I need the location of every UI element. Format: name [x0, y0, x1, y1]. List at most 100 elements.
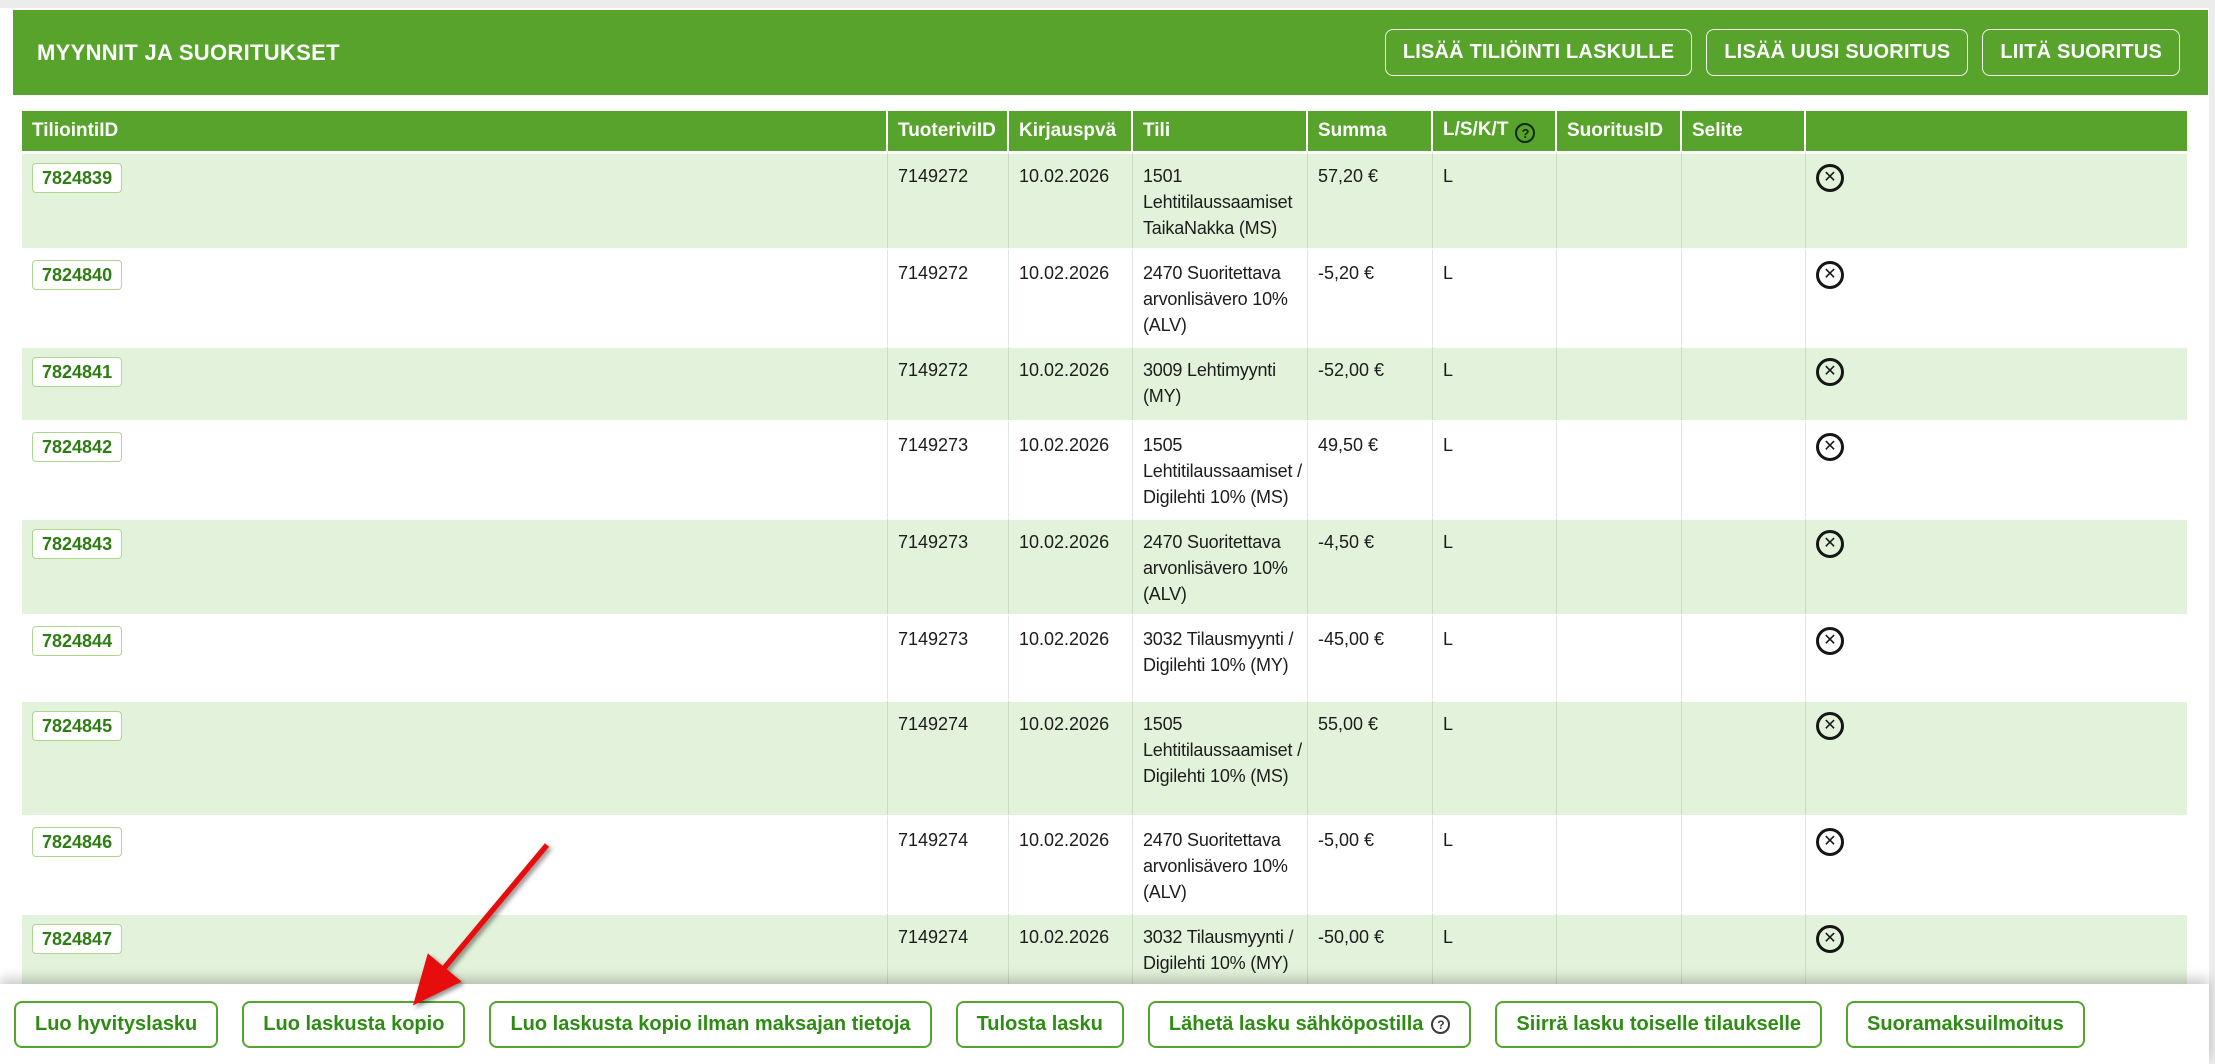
col-header-lskt: L/S/K/T?: [1433, 111, 1557, 151]
cell-tiliointi-id: 7824843: [22, 517, 888, 614]
tiliointi-id-link[interactable]: 7824845: [32, 711, 123, 741]
cell-lskt: L: [1433, 614, 1557, 699]
tiliointi-id-link[interactable]: 7824847: [32, 924, 123, 954]
cell-delete: ✕: [1806, 815, 2187, 912]
delete-row-icon[interactable]: ✕: [1816, 627, 1844, 655]
cell-tuoterivi-id: 7149273: [888, 517, 1009, 614]
tiliointi-id-link[interactable]: 7824844: [32, 626, 123, 656]
tiliointi-id-link[interactable]: 7824841: [32, 357, 123, 387]
cell-suoritus-id: [1557, 248, 1682, 345]
cell-tili: 1505 Lehtitilaussaamiset / Digilehti 10%…: [1133, 699, 1308, 815]
col-header-actions: [1806, 111, 2187, 151]
cell-lskt: L: [1433, 420, 1557, 517]
cell-summa: -45,00 €: [1308, 614, 1433, 699]
cell-lskt: L: [1433, 345, 1557, 420]
cell-delete: ✕: [1806, 420, 2187, 517]
tiliointi-id-link[interactable]: 7824839: [32, 163, 123, 193]
cell-kirjauspva: 10.02.2026: [1009, 815, 1133, 912]
col-header-tiliointi-id: TiliointiID: [22, 111, 888, 151]
cell-summa: -5,00 €: [1308, 815, 1433, 912]
cell-tiliointi-id: 7824844: [22, 614, 888, 699]
col-header-kirjauspva: Kirjauspvä: [1009, 111, 1133, 151]
cell-tili: 3032 Tilausmyynti / Digilehti 10% (MY): [1133, 614, 1308, 699]
cell-suoritus-id: [1557, 517, 1682, 614]
cell-kirjauspva: 10.02.2026: [1009, 345, 1133, 420]
header-button-group: LISÄÄ TILIÖINTI LASKULLE LISÄÄ UUSI SUOR…: [1384, 29, 2180, 76]
cell-summa: 49,50 €: [1308, 420, 1433, 517]
cell-delete: ✕: [1806, 345, 2187, 420]
cell-tiliointi-id: 7824845: [22, 699, 888, 815]
copy-invoice-button[interactable]: Luo laskusta kopio: [242, 1001, 466, 1048]
cell-summa: -4,50 €: [1308, 517, 1433, 614]
move-invoice-to-other-order-button[interactable]: Siirrä lasku toiselle tilaukselle: [1495, 1001, 1823, 1048]
cell-tiliointi-id: 7824839: [22, 151, 888, 248]
cell-lskt: L: [1433, 517, 1557, 614]
table-body: 7824839 7149272 10.02.2026 1501 Lehtitilaus…: [22, 151, 2187, 999]
footer-action-bar: Luo hyvityslasku Luo laskusta kopio Luo …: [0, 984, 2209, 1064]
cell-tuoterivi-id: 7149273: [888, 614, 1009, 699]
cell-tiliointi-id: 7824842: [22, 420, 888, 517]
cell-kirjauspva: 10.02.2026: [1009, 248, 1133, 345]
attach-payment-button[interactable]: LIITÄ SUORITUS: [1982, 29, 2180, 76]
direct-payment-notice-button[interactable]: Suoramaksuilmoitus: [1846, 1001, 2085, 1048]
cell-delete: ✕: [1806, 614, 2187, 699]
help-icon[interactable]: ?: [1515, 123, 1536, 144]
cell-tuoterivi-id: 7149273: [888, 420, 1009, 517]
cell-lskt: L: [1433, 151, 1557, 248]
cell-selite: [1682, 517, 1806, 614]
button-label: Luo laskusta kopio: [263, 1013, 445, 1035]
table-row: 7824846 7149274 10.02.2026 2470 Suoritettav…: [22, 815, 2187, 912]
print-invoice-button[interactable]: Tulosta lasku: [955, 1001, 1124, 1048]
col-header-summa: Summa: [1308, 111, 1433, 151]
table-row: 7824841 7149272 10.02.2026 3009 Lehtimyynti…: [22, 345, 2187, 420]
copy-invoice-without-payer-button[interactable]: Luo laskusta kopio ilman maksajan tietoj…: [489, 1001, 932, 1048]
cell-suoritus-id: [1557, 614, 1682, 699]
cell-tili: 1505 Lehtitilaussaamiset / Digilehti 10%…: [1133, 420, 1308, 517]
table-row: 7824840 7149272 10.02.2026 2470 Suoritettav…: [22, 248, 2187, 345]
page-right-edge: [2209, 8, 2215, 1064]
cell-tuoterivi-id: 7149274: [888, 699, 1009, 815]
accounting-entries-table: TiliointiID TuoteriviID Kirjauspvä Tili …: [22, 111, 2187, 999]
tiliointi-id-link[interactable]: 7824842: [32, 432, 123, 462]
delete-row-icon[interactable]: ✕: [1816, 433, 1844, 461]
cell-kirjauspva: 10.02.2026: [1009, 420, 1133, 517]
cell-delete: ✕: [1806, 699, 2187, 815]
add-posting-to-invoice-button[interactable]: LISÄÄ TILIÖINTI LASKULLE: [1384, 29, 1693, 76]
cell-tiliointi-id: 7824840: [22, 248, 888, 345]
delete-row-icon[interactable]: ✕: [1816, 164, 1844, 192]
cell-kirjauspva: 10.02.2026: [1009, 517, 1133, 614]
tiliointi-id-link[interactable]: 7824840: [32, 260, 123, 290]
col-header-suoritus-id: SuoritusID: [1557, 111, 1682, 151]
delete-row-icon[interactable]: ✕: [1816, 358, 1844, 386]
cell-suoritus-id: [1557, 420, 1682, 517]
col-header-lskt-label: L/S/K/T: [1443, 118, 1509, 140]
button-label: Tulosta lasku: [976, 1013, 1103, 1035]
add-new-payment-button[interactable]: LISÄÄ UUSI SUORITUS: [1706, 29, 1969, 76]
panel-header: MYYNNIT JA SUORITUKSET LISÄÄ TILIÖINTI L…: [13, 10, 2208, 95]
delete-row-icon[interactable]: ✕: [1816, 712, 1844, 740]
cell-selite: [1682, 815, 1806, 912]
cell-selite: [1682, 345, 1806, 420]
cell-summa: -52,00 €: [1308, 345, 1433, 420]
tiliointi-id-link[interactable]: 7824846: [32, 827, 123, 857]
table-row: 7824839 7149272 10.02.2026 1501 Lehtitilaus…: [22, 151, 2187, 248]
cell-tiliointi-id: 7824841: [22, 345, 888, 420]
cell-tili: 2470 Suoritettava arvonlisävero 10% (ALV…: [1133, 517, 1308, 614]
table-row: 7824844 7149273 10.02.2026 3032 Tilausmyynt…: [22, 614, 2187, 699]
table-row: 7824842 7149273 10.02.2026 1505 Lehtitilaus…: [22, 420, 2187, 517]
cell-tuoterivi-id: 7149272: [888, 248, 1009, 345]
create-credit-invoice-button[interactable]: Luo hyvityslasku: [14, 1001, 219, 1048]
send-invoice-email-button[interactable]: Lähetä lasku sähköpostilla?: [1147, 1001, 1472, 1048]
delete-row-icon[interactable]: ✕: [1816, 261, 1844, 289]
table-row: 7824843 7149273 10.02.2026 2470 Suoritettav…: [22, 517, 2187, 614]
cell-selite: [1682, 614, 1806, 699]
delete-row-icon[interactable]: ✕: [1816, 925, 1844, 953]
tiliointi-id-link[interactable]: 7824843: [32, 529, 123, 559]
delete-row-icon[interactable]: ✕: [1816, 530, 1844, 558]
delete-row-icon[interactable]: ✕: [1816, 828, 1844, 856]
cell-suoritus-id: [1557, 345, 1682, 420]
cell-tiliointi-id: 7824846: [22, 815, 888, 912]
cell-lskt: L: [1433, 815, 1557, 912]
cell-kirjauspva: 10.02.2026: [1009, 614, 1133, 699]
